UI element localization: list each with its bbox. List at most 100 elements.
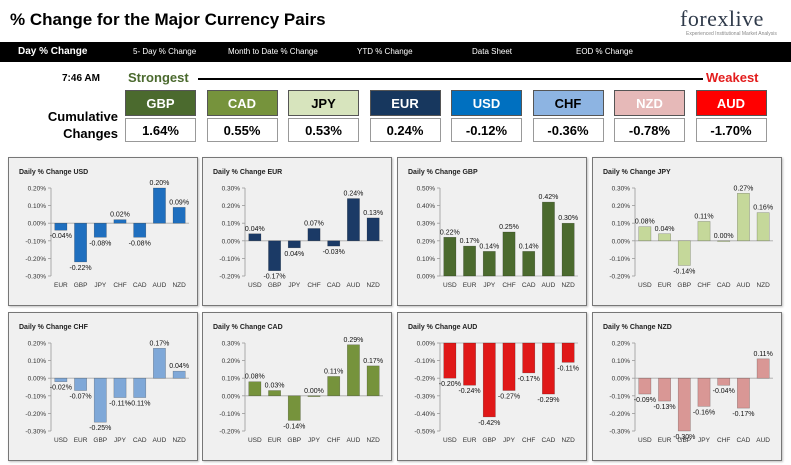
currency-header-nzd: NZD: [614, 90, 685, 116]
bar-eur: [54, 222, 68, 231]
y-tick-label: 0.30%: [417, 221, 436, 228]
data-label: 0.13%: [363, 210, 383, 217]
tab-5-day-change[interactable]: 5- Day % Change: [133, 47, 197, 56]
currency-value-jpy: 0.53%: [288, 118, 359, 142]
tab-eod-change[interactable]: EOD % Change: [576, 47, 633, 56]
bar-jpy: [502, 342, 516, 391]
bar-jpy: [287, 240, 301, 249]
bar-chf: [522, 342, 536, 374]
x-tick-label: USD: [248, 437, 262, 444]
data-label: 0.14%: [479, 243, 499, 250]
data-label: -0.27%: [498, 394, 520, 401]
x-tick-label: CAD: [522, 282, 536, 289]
bar-nzd: [561, 222, 575, 277]
y-tick-label: -0.10%: [609, 256, 630, 263]
data-label: 0.04%: [169, 363, 189, 370]
bar-usd: [248, 233, 262, 242]
data-label: 0.42%: [538, 194, 558, 201]
forexlive-logo[interactable]: forexlive Experienced Institutional Mark…: [680, 6, 780, 37]
bar-gbp: [287, 395, 301, 421]
y-tick-label: 0.00%: [28, 221, 47, 228]
data-label: 0.00%: [304, 388, 324, 395]
currency-header-eur: EUR: [369, 90, 441, 116]
bar-usd: [443, 237, 457, 277]
chart-panel-nzd: Daily % Change NZD 0.20% 0.10% 0.00% -0.10% -…: [592, 312, 782, 461]
y-tick-label: 0.20%: [612, 341, 631, 348]
bar-chf: [697, 221, 711, 242]
data-label: -0.29%: [537, 397, 559, 404]
x-tick-label: CAD: [133, 282, 147, 289]
data-label: 0.24%: [343, 191, 363, 198]
data-label: -0.42%: [478, 420, 500, 427]
data-label: -0.04%: [713, 388, 735, 395]
y-tick-label: 0.00%: [612, 238, 631, 245]
x-tick-label: USD: [443, 282, 457, 289]
data-label: 0.08%: [635, 219, 655, 226]
timestamp: 7:46 AM: [62, 73, 100, 84]
x-tick-label: NZD: [366, 437, 380, 444]
tab-month-to-date-change[interactable]: Month to Date % Change: [228, 47, 318, 56]
weakest-label: Weakest: [706, 70, 759, 85]
x-tick-label: JPY: [483, 282, 496, 289]
x-tick-label: JPY: [503, 437, 516, 444]
bar-aud: [756, 358, 770, 379]
strength-arrow-line: [198, 78, 703, 80]
chart-title: Daily % Change GBP: [408, 169, 478, 176]
y-tick-label: 0.30%: [612, 186, 631, 193]
bar-cad: [327, 240, 341, 247]
data-label: -0.11%: [129, 401, 151, 408]
data-label: 0.16%: [753, 205, 773, 212]
bar-cad: [522, 251, 536, 277]
data-label: -0.24%: [458, 388, 480, 395]
x-tick-label: NZD: [366, 282, 380, 289]
chart-title: Daily % Change EUR: [213, 169, 282, 176]
tab-ytd-change[interactable]: YTD % Change: [357, 47, 413, 56]
currency-header-jpy: JPY: [288, 90, 359, 116]
chart-aud: Daily % Change AUD 0.00% -0.10% -0.20% -0.30…: [408, 324, 579, 444]
tab-data-sheet[interactable]: Data Sheet: [472, 47, 513, 56]
tab-day-change[interactable]: Day % Change: [18, 46, 88, 57]
bar-chf: [717, 377, 731, 386]
x-tick-label: NZD: [561, 282, 575, 289]
data-label: 0.17%: [363, 358, 383, 365]
y-tick-label: -0.30%: [25, 429, 46, 436]
currency-value-gbp: 1.64%: [125, 118, 196, 142]
x-tick-label: GBP: [268, 282, 282, 289]
data-label: 0.11%: [694, 213, 713, 220]
data-label: 0.03%: [265, 383, 285, 390]
y-tick-label: 0.30%: [222, 186, 241, 193]
bar-nzd: [172, 370, 186, 379]
data-label: -0.17%: [732, 411, 754, 418]
x-tick-label: CHF: [697, 282, 710, 289]
chart-panel-usd: Daily % Change USD 0.20% 0.10% 0.00% -0.10% -…: [8, 157, 198, 306]
cumulative-changes-label: Cumulative Changes: [38, 108, 118, 142]
data-label: 0.09%: [169, 199, 189, 206]
y-tick-label: 0.00%: [28, 376, 47, 383]
data-label: -0.22%: [69, 265, 91, 272]
data-label: -0.07%: [69, 394, 91, 401]
chart-jpy: Daily % Change JPY 0.30% 0.20% 0.10% 0.00% -0…: [603, 169, 773, 289]
x-tick-label: USD: [443, 437, 457, 444]
bar-eur: [463, 342, 476, 386]
y-tick-label: -0.20%: [414, 376, 435, 383]
logo-text: forexlive: [680, 6, 764, 31]
y-tick-label: 0.40%: [417, 203, 436, 210]
bar-aud: [737, 193, 750, 242]
data-label: 0.02%: [110, 212, 130, 219]
x-tick-label: EUR: [463, 282, 477, 289]
data-label: 0.17%: [149, 340, 169, 347]
bar-jpy: [307, 395, 321, 397]
currency-value-usd: -0.12%: [451, 118, 522, 142]
bar-nzd: [172, 207, 186, 224]
x-tick-label: EUR: [658, 437, 672, 444]
y-tick-label: -0.20%: [609, 411, 630, 418]
y-tick-label: 0.20%: [612, 203, 631, 210]
bar-gbp: [482, 342, 496, 418]
chart-title: Daily % Change CAD: [213, 324, 283, 331]
data-label: 0.22%: [440, 229, 460, 236]
chart-title: Daily % Change AUD: [408, 324, 477, 331]
x-tick-label: USD: [54, 437, 68, 444]
y-tick-label: 0.20%: [28, 186, 47, 193]
y-tick-label: 0.00%: [612, 376, 631, 383]
data-label: 0.07%: [304, 220, 324, 227]
